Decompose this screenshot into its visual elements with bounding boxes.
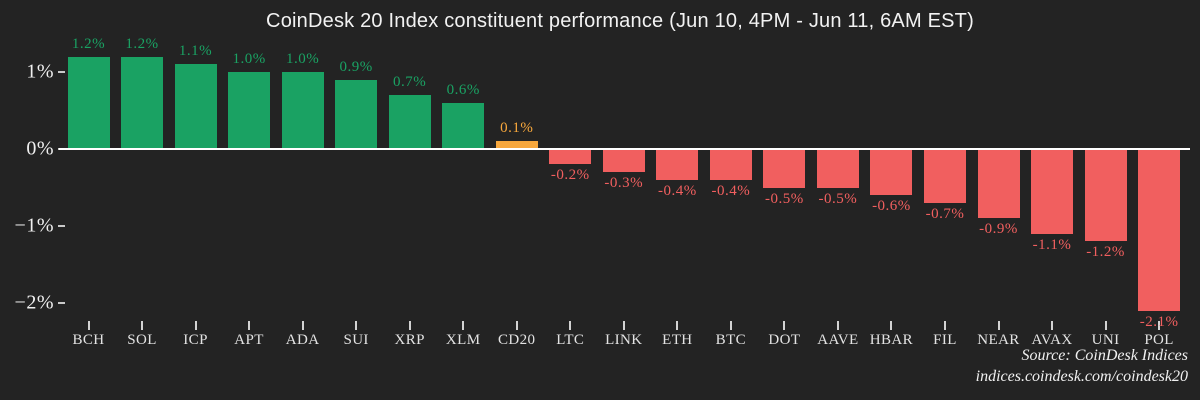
x-axis-label-btc: BTC bbox=[715, 332, 747, 348]
bar-value-label: -0.3% bbox=[604, 175, 644, 192]
x-tick bbox=[836, 321, 839, 330]
x-tick bbox=[569, 321, 572, 330]
x-tick bbox=[462, 321, 465, 330]
bar-value-label: 0.7% bbox=[393, 74, 427, 91]
bar-cd20 bbox=[495, 141, 538, 149]
bar-value-label: 0.9% bbox=[339, 58, 373, 75]
x-axis-label-near: NEAR bbox=[977, 332, 1020, 348]
x-tick bbox=[408, 321, 411, 330]
bar-xlm bbox=[442, 102, 485, 149]
bar-link bbox=[602, 149, 645, 173]
x-tick bbox=[783, 321, 786, 330]
bar-value-label: -0.4% bbox=[657, 182, 697, 199]
bar-dot bbox=[763, 149, 806, 188]
bar-value-label: -0.5% bbox=[765, 190, 804, 207]
bar-bch bbox=[67, 56, 110, 149]
bar-ltc bbox=[549, 149, 592, 165]
x-tick bbox=[1104, 321, 1107, 330]
source-attribution: Source: CoinDesk Indices indices.coindes… bbox=[976, 345, 1188, 387]
bar-avax bbox=[1031, 149, 1074, 234]
x-axis-label-link: LINK bbox=[605, 332, 643, 348]
x-axis-label-sui: SUI bbox=[343, 332, 369, 348]
x-axis-label-sol: SOL bbox=[127, 332, 157, 348]
x-axis-label-ada: ADA bbox=[285, 332, 320, 348]
x-tick bbox=[515, 321, 518, 330]
bar-value-label: -0.5% bbox=[818, 190, 858, 207]
bar-value-label: 1.0% bbox=[285, 51, 320, 67]
x-tick bbox=[248, 321, 251, 330]
x-tick bbox=[141, 321, 144, 330]
x-tick bbox=[943, 321, 946, 330]
x-tick bbox=[1158, 321, 1161, 330]
x-tick bbox=[87, 321, 90, 330]
bar-pol bbox=[1138, 149, 1181, 311]
bar-sui bbox=[335, 79, 378, 149]
bar-value-label: -0.4% bbox=[711, 182, 751, 199]
bar-value-label: -0.2% bbox=[550, 167, 590, 184]
y-axis-label: −1% bbox=[14, 214, 54, 237]
bar-value-label: 0.6% bbox=[446, 81, 480, 98]
x-tick bbox=[622, 321, 625, 330]
bar-value-label: 1.2% bbox=[125, 35, 159, 52]
y-tick bbox=[58, 225, 65, 227]
bar-sol bbox=[121, 56, 164, 149]
x-axis-label-pol: POL bbox=[1144, 332, 1174, 348]
bar-value-label: -0.9% bbox=[979, 221, 1018, 238]
x-tick bbox=[301, 321, 304, 330]
source-url: indices.coindesk.com/coindesk20 bbox=[975, 368, 1188, 385]
bar-btc bbox=[709, 149, 752, 180]
y-axis-label: 0% bbox=[26, 137, 54, 160]
x-axis-label-xrp: XRP bbox=[394, 332, 425, 348]
bar-uni bbox=[1084, 149, 1127, 242]
bar-value-label: -0.6% bbox=[872, 198, 911, 215]
bar-fil bbox=[923, 149, 966, 203]
x-axis-label-ltc: LTC bbox=[556, 332, 585, 348]
zero-line bbox=[59, 148, 1190, 150]
bar-value-label: 1.2% bbox=[71, 35, 106, 52]
chart-title: CoinDesk 20 Index constituent performanc… bbox=[266, 10, 974, 32]
x-axis-label-eth: ETH bbox=[662, 332, 693, 348]
x-axis-label-xlm: XLM bbox=[445, 332, 481, 348]
x-tick bbox=[194, 321, 197, 330]
x-axis-label-avax: AVAX bbox=[1031, 332, 1073, 348]
bar-aave bbox=[816, 149, 859, 188]
bar-value-label: -1.1% bbox=[1032, 236, 1072, 253]
x-tick bbox=[729, 321, 732, 330]
x-tick bbox=[1051, 321, 1054, 330]
y-axis-label: −2% bbox=[14, 291, 54, 314]
bar-hbar bbox=[870, 149, 913, 196]
x-axis-label-cd20: CD20 bbox=[498, 332, 536, 348]
bar-eth bbox=[656, 149, 699, 180]
x-tick bbox=[676, 321, 679, 330]
x-axis-label-icp: ICP bbox=[183, 332, 208, 348]
y-tick bbox=[58, 71, 65, 73]
x-tick bbox=[997, 321, 1000, 330]
bar-icp bbox=[174, 64, 217, 149]
x-axis-label-uni: UNI bbox=[1091, 332, 1120, 348]
x-tick bbox=[890, 321, 893, 330]
bar-value-label: 1.1% bbox=[178, 43, 213, 60]
bar-value-label: 0.1% bbox=[500, 120, 534, 137]
x-axis-label-fil: FIL bbox=[933, 332, 957, 348]
x-tick bbox=[355, 321, 358, 330]
source-line: Source: CoinDesk Indices bbox=[1021, 347, 1188, 364]
bar-value-label: -1.2% bbox=[1086, 244, 1125, 261]
bar-ada bbox=[281, 72, 324, 149]
bar-value-label: -2.1% bbox=[1139, 313, 1179, 330]
y-axis-label: 1% bbox=[26, 60, 54, 83]
x-axis-label-bch: BCH bbox=[72, 332, 105, 348]
bar-near bbox=[977, 149, 1020, 219]
bar-xrp bbox=[388, 95, 431, 149]
bar-apt bbox=[228, 72, 271, 149]
bar-value-label: 1.0% bbox=[232, 51, 266, 67]
y-tick bbox=[58, 302, 65, 304]
x-axis-label-dot: DOT bbox=[768, 332, 801, 348]
x-axis-label-hbar: HBAR bbox=[869, 332, 914, 348]
bar-value-label: -0.7% bbox=[925, 205, 965, 222]
x-axis-label-apt: APT bbox=[234, 332, 264, 348]
x-axis-label-aave: AAVE bbox=[817, 332, 859, 348]
